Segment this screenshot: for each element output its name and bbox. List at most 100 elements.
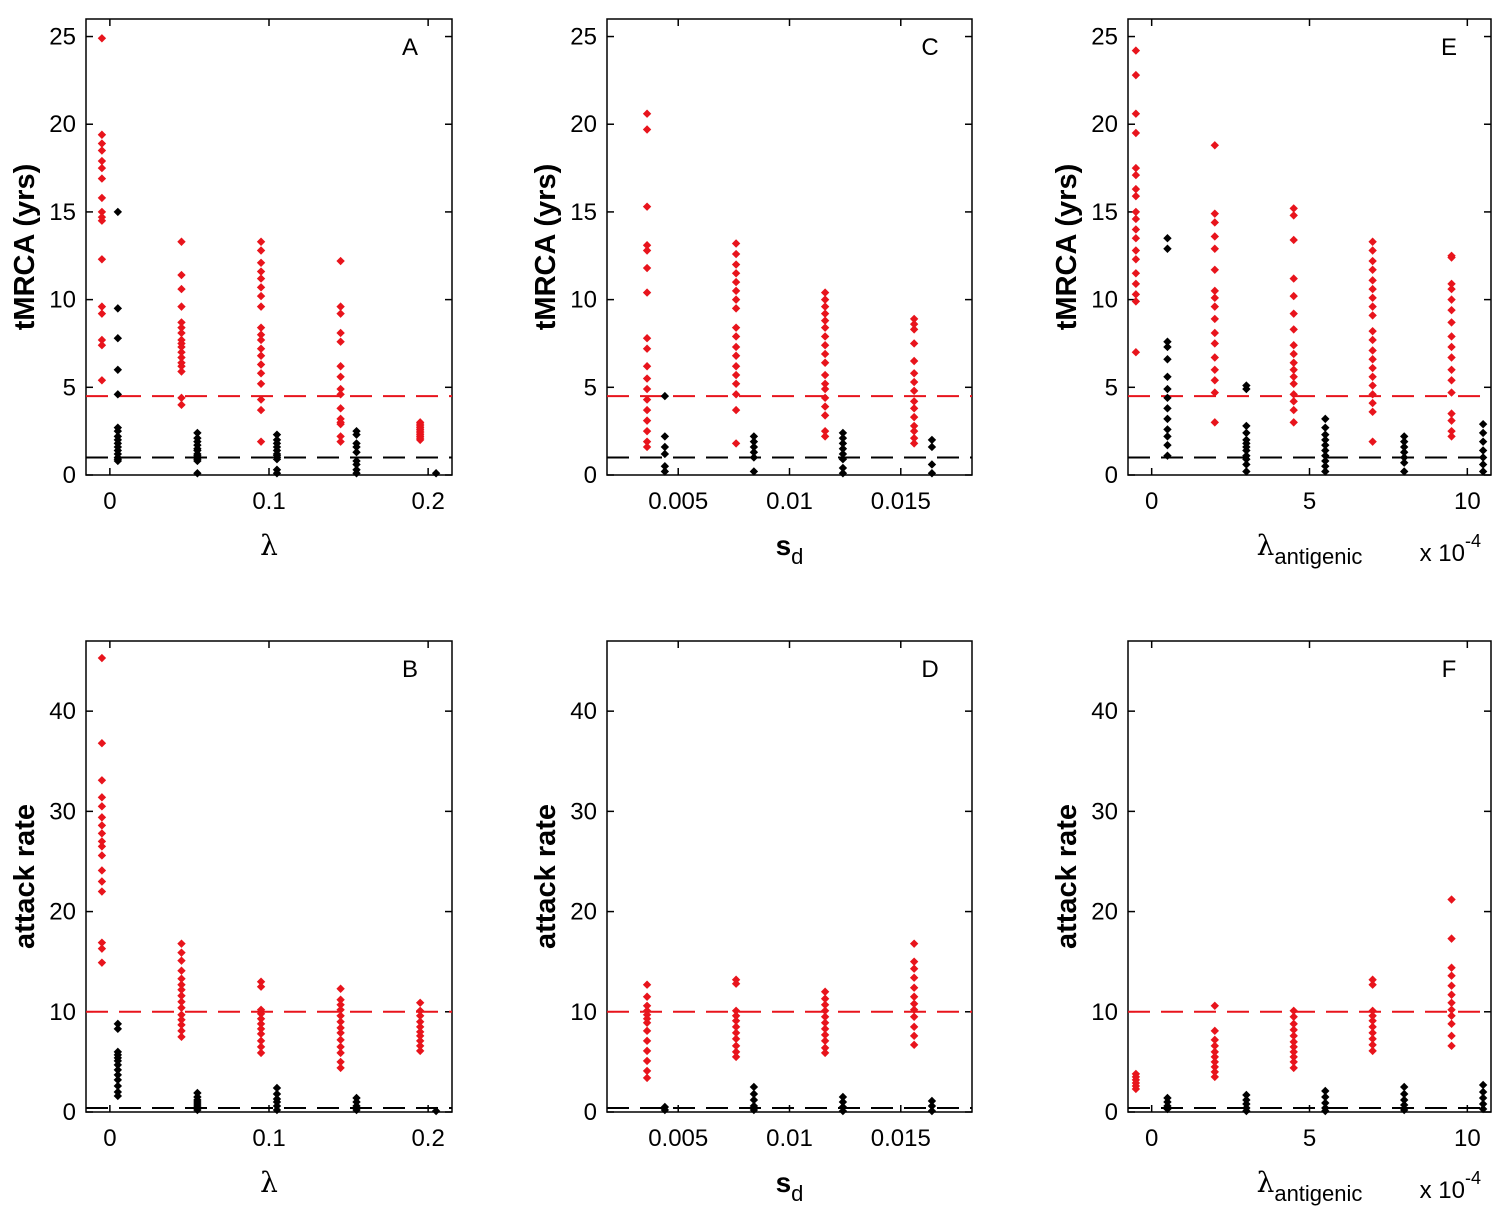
y-tick-label: 30: [570, 798, 597, 825]
data-point: [336, 1063, 345, 1073]
data-point: [1289, 1052, 1298, 1062]
data-point: [256, 395, 266, 404]
data-point: [1368, 246, 1377, 255]
data-point: [1478, 1093, 1488, 1103]
data-point: [97, 887, 107, 896]
data-point: [909, 973, 919, 982]
data-point: [97, 866, 107, 875]
y-tick-label: 10: [1091, 999, 1118, 1026]
data-point: [256, 323, 266, 332]
y-tick-label: 5: [584, 374, 597, 401]
data-point: [1447, 895, 1456, 904]
data-point: [1210, 353, 1220, 362]
data-point: [820, 302, 830, 311]
x-axis-label-subscript: antigenic: [1274, 1181, 1362, 1206]
panel-a: 0 0.1 0.2 0 5 10 15 20 25 tMRCA (yrs) λ A: [9, 18, 453, 562]
data-point: [177, 980, 186, 989]
data-point: [820, 309, 830, 318]
data-point: [177, 966, 186, 975]
data-point: [336, 1000, 345, 1009]
x-axis-label: λ: [260, 1166, 278, 1199]
data-point: [256, 351, 266, 360]
data-point: [97, 34, 107, 43]
x-axis-label-subscript: d: [791, 544, 803, 569]
x-tick-label: 5: [1303, 488, 1316, 515]
data-point: [1368, 346, 1377, 355]
data-point: [97, 837, 107, 846]
y-tick-label: 15: [1091, 199, 1118, 226]
data-point: [1447, 981, 1456, 990]
y-axis-label: tMRCA (yrs): [9, 164, 41, 330]
series-black: [113, 1019, 441, 1116]
panel-d: 0.005 0.01 0.015 0 10 20 30 40 attack rate sd D: [530, 640, 973, 1206]
data-point: [731, 332, 741, 341]
data-point: [113, 1070, 123, 1080]
data-point: [820, 1048, 830, 1058]
data-point: [97, 802, 107, 811]
data-point: [97, 821, 107, 830]
data-point: [1210, 388, 1220, 397]
data-point: [642, 1026, 652, 1036]
data-point: [838, 439, 848, 448]
data-point: [731, 379, 741, 388]
data-point: [113, 1024, 123, 1034]
data-point: [1163, 384, 1172, 394]
data-point: [256, 1014, 266, 1024]
y-tick-label: 25: [1091, 24, 1118, 51]
data-point: [1163, 440, 1172, 450]
data-point: [1478, 419, 1488, 429]
data-point: [820, 411, 830, 420]
data-point: [336, 1023, 345, 1033]
data-point: [272, 1083, 282, 1093]
data-point: [731, 286, 741, 296]
data-point: [1210, 314, 1220, 324]
data-point: [820, 349, 830, 359]
data-point: [1447, 934, 1456, 943]
data-point: [1210, 218, 1220, 227]
data-point: [1447, 284, 1456, 294]
data-point: [1210, 141, 1220, 150]
data-point: [113, 1060, 123, 1070]
data-point: [97, 776, 107, 785]
series-black: [1163, 1080, 1488, 1116]
x-tick-label: 0: [1145, 1125, 1158, 1152]
data-point: [415, 1031, 425, 1041]
data-point: [1289, 1057, 1298, 1067]
data-point: [97, 193, 107, 203]
data-point: [1368, 1011, 1377, 1020]
x-tick-label: 0.01: [766, 488, 813, 515]
data-point: [820, 370, 830, 380]
data-point: [336, 1048, 345, 1058]
data-point: [1447, 365, 1456, 374]
data-point: [1131, 191, 1141, 201]
panel-b: 0 0.1 0.2 0 10 20 30 40 attack rate λ B: [9, 640, 453, 1199]
data-point: [660, 467, 670, 476]
data-point: [177, 997, 186, 1006]
axes-box: [606, 18, 973, 476]
data-point: [660, 391, 670, 401]
x-axis-label-main: s: [776, 530, 792, 561]
data-point: [820, 1030, 830, 1040]
x-axis-multiplier: x 10-4: [1420, 531, 1481, 567]
x-axis-multiplier: x 10-4: [1420, 1168, 1481, 1204]
data-point: [731, 239, 741, 248]
data-point: [1210, 1067, 1220, 1077]
y-tick-label: 30: [49, 798, 76, 825]
data-point: [415, 1017, 425, 1027]
data-point: [336, 390, 345, 399]
data-point: [909, 1022, 919, 1032]
data-point: [177, 400, 186, 410]
data-point: [336, 419, 345, 429]
data-point: [177, 985, 186, 994]
data-point: [909, 439, 919, 448]
data-point: [749, 1082, 759, 1092]
data-point: [1289, 309, 1298, 318]
data-point: [1447, 998, 1456, 1007]
data-point: [272, 1105, 282, 1115]
data-point: [1478, 467, 1488, 476]
data-point: [731, 260, 741, 269]
data-point: [97, 829, 107, 838]
data-point: [642, 263, 652, 273]
x-tick-label: 0.2: [411, 488, 444, 515]
data-point: [1289, 204, 1298, 213]
